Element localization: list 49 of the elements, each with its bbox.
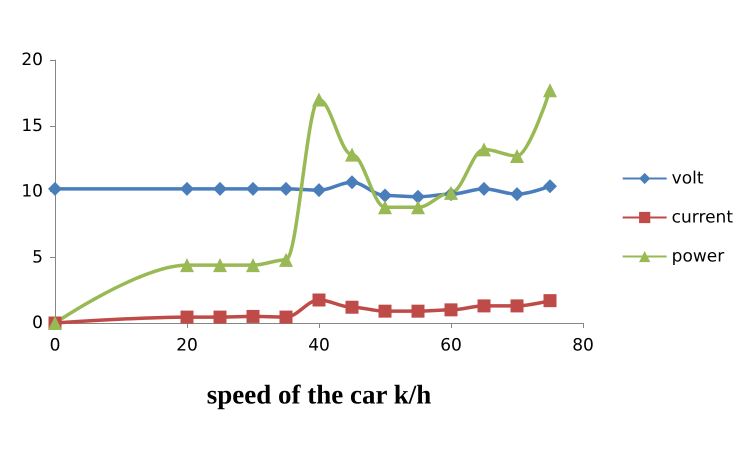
point <box>246 258 260 272</box>
x-tick-label: 40 <box>308 336 330 356</box>
point <box>444 303 458 316</box>
point <box>312 183 326 198</box>
point <box>510 187 524 202</box>
point <box>378 304 392 318</box>
legend-label: volt <box>672 168 704 188</box>
point <box>378 200 392 214</box>
x-tick-label: 60 <box>440 336 462 356</box>
point <box>411 190 425 204</box>
y-tick-label: 20 <box>21 50 43 70</box>
point <box>510 148 524 163</box>
point <box>477 142 491 156</box>
point <box>510 299 524 312</box>
y-tick-label: 5 <box>32 247 43 268</box>
point <box>246 182 260 196</box>
point <box>280 310 292 324</box>
point <box>345 148 359 162</box>
point <box>478 299 490 312</box>
point <box>477 182 491 196</box>
point <box>279 182 293 196</box>
x-tick-label: 80 <box>572 336 594 356</box>
point <box>543 179 557 194</box>
point <box>312 293 326 306</box>
point <box>213 258 227 272</box>
y-tick-label: 10 <box>21 182 43 202</box>
point <box>279 252 293 267</box>
point <box>312 92 326 106</box>
y-tick-label: 0 <box>32 313 43 333</box>
legend-label: power <box>672 246 724 266</box>
point <box>180 310 194 324</box>
legend-label: current <box>672 208 734 228</box>
point <box>378 188 392 202</box>
point <box>180 182 194 196</box>
point <box>346 300 358 314</box>
point <box>345 175 359 190</box>
x-tick-label: 20 <box>176 336 198 356</box>
x-tick-label: 0 <box>50 336 60 356</box>
y-tick-label: 15 <box>21 116 43 136</box>
point <box>543 83 557 98</box>
point <box>214 310 226 324</box>
point <box>213 182 227 196</box>
x-axis-title: speed of the car k/h <box>206 380 432 410</box>
point <box>48 182 62 196</box>
point <box>412 304 424 318</box>
point <box>411 200 425 214</box>
point <box>180 258 194 272</box>
point <box>544 294 556 308</box>
point <box>246 310 260 323</box>
